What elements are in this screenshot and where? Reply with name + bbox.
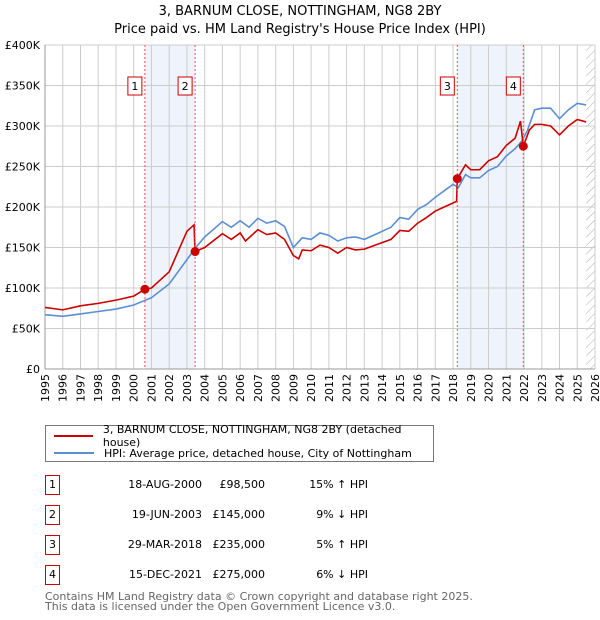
sale-point: [140, 284, 150, 294]
sale-marker-box: [177, 76, 193, 96]
sale-row: 1 18-AUG-2000 £98,500 15% ↑ HPI: [45, 475, 465, 495]
sale-point: [190, 247, 200, 257]
legend-label-hpi: HPI: Average price, detached house, City…: [104, 446, 412, 460]
chart-subtitle: Price paid vs. HM Land Registry's House …: [114, 22, 486, 37]
sale-row: 3 29-MAR-2018 £235,000 5% ↑ HPI: [45, 535, 465, 555]
sale-price: £275,000: [212, 568, 266, 581]
x-tick-label: 2008: [270, 374, 283, 402]
footer-licence: This data is licensed under the Open Gov…: [45, 600, 396, 613]
sale-marker-label: 4: [510, 80, 517, 93]
sale-number: 3: [45, 535, 60, 555]
x-tick-label: 2022: [518, 374, 531, 402]
sale-row: 4 15-DEC-2021 £275,000 6% ↓ HPI: [45, 565, 465, 585]
x-tick-label: 2010: [305, 374, 318, 402]
y-tick-label: £350K: [5, 80, 41, 93]
sale-marker-box: [505, 76, 521, 96]
y-tick-label: £250K: [5, 161, 41, 174]
sale-point: [518, 141, 528, 151]
x-tick-label: 2015: [394, 374, 407, 402]
sale-marker-box: [127, 76, 143, 96]
sale-marker-box: [439, 76, 455, 96]
sale-number: 1: [45, 475, 60, 495]
x-tick-label: 2003: [181, 374, 194, 402]
x-tick-label: 2002: [163, 374, 176, 402]
y-tick-label: £150K: [5, 242, 41, 255]
y-tick-label: £200K: [5, 201, 41, 214]
legend-swatch-hpi: [54, 452, 94, 454]
x-tick-label: 1997: [74, 374, 87, 402]
x-tick-label: 1998: [92, 374, 105, 402]
x-tick-label: 2013: [358, 374, 371, 402]
sale-number: 2: [45, 505, 60, 525]
sale-date: 19-JUN-2003: [131, 508, 202, 521]
sale-marker-label: 2: [182, 80, 189, 93]
x-tick-label: 2018: [447, 374, 460, 402]
x-tick-label: 2000: [128, 374, 141, 402]
sale-marker-label: 1: [131, 80, 138, 93]
y-tick-label: £400K: [5, 39, 41, 52]
legend-swatch-property: [54, 435, 93, 437]
x-tick-label: 2012: [341, 374, 354, 402]
x-tick-label: 2006: [234, 374, 247, 402]
sale-hpi-diff: 6% ↓ HPI: [316, 568, 368, 581]
sale-hpi-diff: 15% ↑ HPI: [309, 478, 368, 491]
legend: 3, BARNUM CLOSE, NOTTINGHAM, NG8 2BY (de…: [45, 423, 434, 462]
sale-point: [452, 174, 462, 184]
x-tick-label: 2011: [323, 374, 336, 402]
y-tick-label: £300K: [5, 120, 41, 133]
y-tick-label: £50K: [12, 323, 41, 336]
sale-price: £145,000: [212, 508, 266, 521]
x-tick-label: 2001: [145, 374, 158, 402]
x-tick-label: 1999: [110, 374, 123, 402]
sale-date: 15-DEC-2021: [128, 568, 202, 581]
x-tick-label: 2014: [376, 374, 389, 402]
x-tick-label: 2004: [199, 374, 212, 402]
x-tick-label: 2020: [483, 374, 496, 402]
footer-copyright: Contains HM Land Registry data © Crown c…: [45, 590, 473, 603]
x-tick-label: 2005: [216, 374, 229, 402]
x-tick-label: 1996: [57, 374, 70, 402]
property-price-line: [44, 118, 587, 311]
x-tick-label: 1995: [39, 374, 52, 402]
sale-hpi-diff: 9% ↓ HPI: [316, 508, 368, 521]
x-tick-label: 2016: [412, 374, 425, 402]
x-tick-label: 2017: [429, 374, 442, 402]
legend-label-property: 3, BARNUM CLOSE, NOTTINGHAM, NG8 2BY (de…: [102, 423, 402, 449]
sale-date: 18-AUG-2000: [128, 478, 202, 491]
x-tick-label: 2021: [500, 374, 513, 402]
sale-date: 29-MAR-2018: [127, 538, 202, 551]
x-tick-label: 2024: [554, 374, 567, 402]
sale-marker-label: 3: [444, 80, 451, 93]
sale-row: 2 19-JUN-2003 £145,000 9% ↓ HPI: [45, 505, 465, 525]
x-tick-label: 2025: [571, 374, 584, 402]
x-tick-label: 2009: [287, 374, 300, 402]
sale-hpi-diff: 5% ↑ HPI: [316, 538, 368, 551]
y-tick-label: £0: [26, 363, 40, 376]
x-tick-label: 2007: [252, 374, 265, 402]
x-tick-label: 2023: [536, 374, 549, 402]
x-tick-label: 2026: [589, 374, 600, 402]
price-chart: 1995 1996 1997 1998 1999 2000 2001 2002 2003 2004…: [5, 39, 600, 402]
sale-number: 4: [45, 565, 60, 585]
x-tick-label: 2019: [465, 374, 478, 402]
sale-price: £98,500: [219, 478, 266, 491]
chart-title: 3, BARNUM CLOSE, NOTTINGHAM, NG8 2BY: [158, 4, 442, 19]
y-tick-label: £100K: [5, 282, 41, 295]
sale-price: £235,000: [212, 538, 266, 551]
